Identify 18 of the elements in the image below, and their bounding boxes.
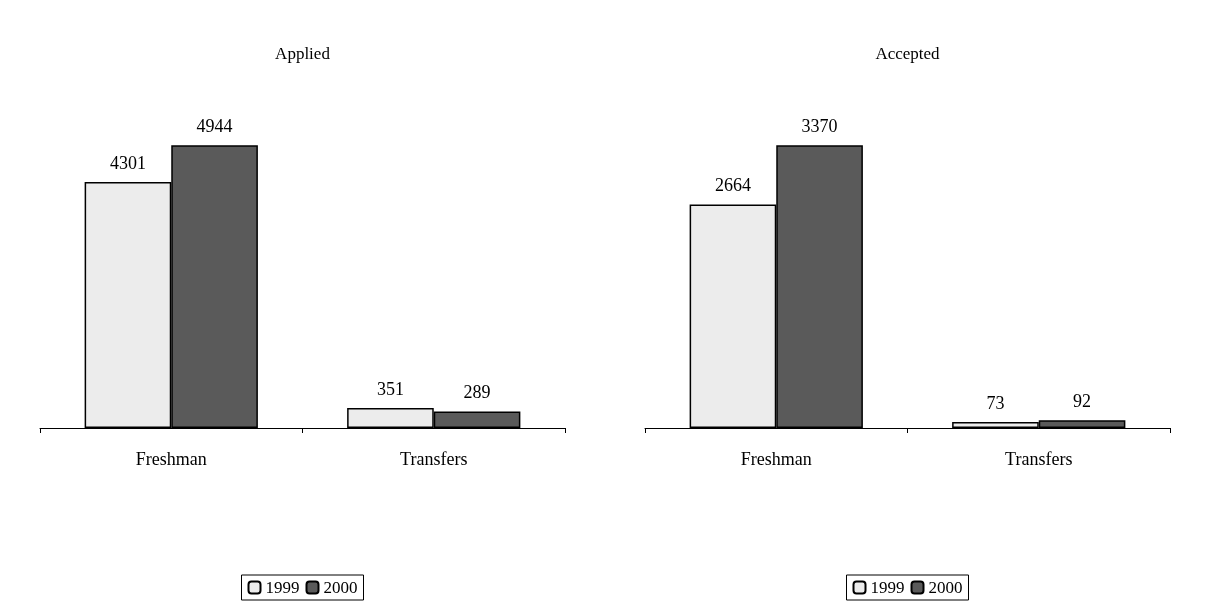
legend-label: 2000	[928, 578, 963, 597]
data-label: 4944	[196, 116, 233, 137]
data-label: 73	[986, 392, 1005, 413]
x-tick-label: Freshman	[740, 449, 812, 469]
legend-label: 1999	[870, 578, 905, 597]
data-label: 4301	[109, 153, 146, 174]
data-label: 2664	[714, 175, 751, 196]
legend-label: 2000	[323, 578, 358, 597]
data-label: 351	[376, 378, 404, 399]
data-label: 3370	[801, 116, 838, 137]
x-tick-label: Transfers	[1005, 449, 1073, 469]
chart-title: Applied	[275, 44, 331, 63]
x-tick-label: Transfers	[400, 449, 468, 469]
data-label: 92	[1073, 391, 1092, 412]
chart-title: Accepted	[875, 44, 941, 63]
x-tick-label: Freshman	[135, 449, 207, 469]
data-label: 289	[463, 382, 491, 403]
legend-label: 1999	[265, 578, 300, 597]
